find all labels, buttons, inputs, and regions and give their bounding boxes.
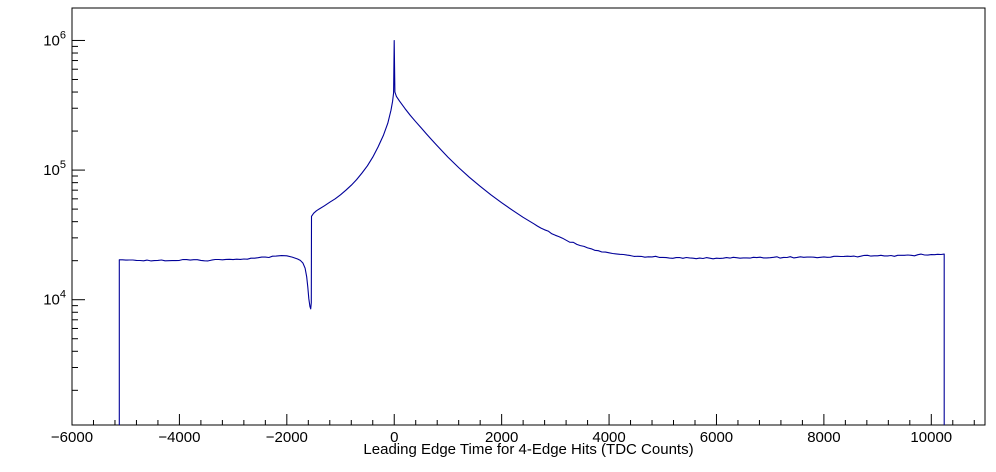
x-axis-tick-label: 4000: [592, 429, 625, 446]
x-axis-tick-label: 6000: [700, 429, 733, 446]
y-axis-tick-label: 105: [43, 159, 66, 179]
data-line: [118, 39, 945, 425]
x-axis-title: Leading Edge Time for 4-Edge Hits (TDC C…: [363, 441, 694, 458]
plot-frame: [71, 7, 986, 426]
y-axis-tick-label: 104: [43, 289, 66, 309]
x-axis-tick-label: 2000: [485, 429, 518, 446]
x-axis-tick-label: 10000: [910, 429, 952, 446]
x-axis-tick-label: 0: [390, 429, 398, 446]
x-axis-tick-label: −4000: [158, 429, 200, 446]
x-axis-tick-label: −2000: [266, 429, 308, 446]
x-axis-tick-label: −6000: [51, 429, 93, 446]
y-axis-tick-label: 106: [43, 29, 66, 49]
x-axis-tick-label: 8000: [807, 429, 840, 446]
